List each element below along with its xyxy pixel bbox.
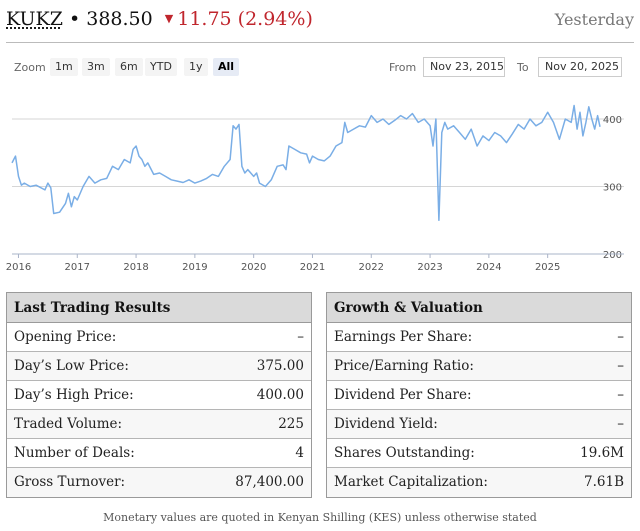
- from-label: From: [389, 61, 417, 74]
- row-value: 7.61B: [584, 474, 624, 490]
- row-value: 225: [278, 416, 304, 432]
- x-tick-label: 2025: [535, 262, 560, 273]
- zoom-3m-button[interactable]: 3m: [82, 58, 110, 76]
- table-row: Traded Volume: 225: [7, 410, 311, 439]
- row-label: Dividend Yield:: [334, 416, 438, 432]
- table-row: Dividend Yield: –: [327, 410, 631, 439]
- x-tick-label: 2016: [6, 262, 31, 273]
- row-value: –: [617, 387, 624, 403]
- row-value: –: [617, 416, 624, 432]
- row-label: Market Capitalization:: [334, 474, 488, 490]
- zoom-1m-button[interactable]: 1m: [50, 58, 78, 76]
- x-tick-label: 2024: [476, 262, 501, 273]
- table-row: Market Capitalization: 7.61B: [327, 468, 631, 497]
- to-label: To: [517, 61, 529, 74]
- table-row: Day’s Low Price: 375.00: [7, 352, 311, 381]
- row-label: Earnings Per Share:: [334, 329, 473, 345]
- table-title: Last Trading Results: [7, 293, 311, 323]
- separator: •: [68, 8, 81, 30]
- x-tick-label: 2022: [359, 262, 384, 273]
- table-row: Shares Outstanding: 19.6M: [327, 439, 631, 468]
- row-value: –: [617, 358, 624, 374]
- table-row: Earnings Per Share: –: [327, 323, 631, 352]
- row-label: Number of Deals:: [14, 445, 135, 461]
- zoom-1y-button[interactable]: 1y: [184, 58, 208, 76]
- header-divider: [6, 42, 634, 43]
- row-value: 19.6M: [580, 445, 624, 461]
- table-row: Price/Earning Ratio: –: [327, 352, 631, 381]
- table-row: Opening Price: –: [7, 323, 311, 352]
- zoom-label: Zoom: [14, 61, 46, 74]
- row-label: Opening Price:: [14, 329, 117, 345]
- x-tick-label: 2020: [241, 262, 266, 273]
- y-tick-label: 400: [603, 115, 622, 126]
- x-tick-label: 2023: [417, 262, 442, 273]
- row-value: 4: [295, 445, 304, 461]
- row-label: Gross Turnover:: [14, 474, 126, 490]
- x-tick-label: 2019: [182, 262, 207, 273]
- quote-header: KUKZ • 388.50 ▼ 11.75 (2.94%) Yesterday: [6, 6, 634, 36]
- row-value: –: [297, 329, 304, 345]
- row-label: Dividend Per Share:: [334, 387, 472, 403]
- row-label: Shares Outstanding:: [334, 445, 475, 461]
- price-chart[interactable]: 200 300 400 2016 2017 2018 2019 2020 2021 2022 202…: [0, 88, 640, 278]
- row-value: 400.00: [256, 387, 304, 403]
- x-tick-label: 2018: [123, 262, 148, 273]
- x-tick-label: 2021: [300, 262, 325, 273]
- table-row: Gross Turnover: 87,400.00: [7, 468, 311, 497]
- as-of-label: Yesterday: [554, 10, 634, 29]
- row-value: –: [617, 329, 624, 345]
- zoom-6m-button[interactable]: 6m: [115, 58, 143, 76]
- from-date-input[interactable]: Nov 23, 2015: [423, 57, 505, 77]
- table-row: Dividend Per Share: –: [327, 381, 631, 410]
- ticker-symbol[interactable]: KUKZ: [6, 8, 63, 30]
- zoom-all-button[interactable]: All: [213, 58, 240, 76]
- x-tick-label: 2017: [65, 262, 90, 273]
- currency-footnote: Monetary values are quoted in Kenyan Shi…: [103, 511, 537, 524]
- last-trading-results-table: Last Trading Results Opening Price: – Day’…: [6, 292, 312, 498]
- row-label: Price/Earning Ratio:: [334, 358, 474, 374]
- down-arrow-icon: ▼: [164, 12, 174, 25]
- row-value: 375.00: [256, 358, 304, 374]
- price-series-line: [11, 104, 601, 222]
- y-tick-label: 200: [603, 250, 622, 261]
- table-row: Day’s High Price: 400.00: [7, 381, 311, 410]
- last-price: 388.50: [86, 8, 153, 30]
- row-label: Traded Volume:: [14, 416, 123, 432]
- table-title: Growth & Valuation: [327, 293, 631, 323]
- price-change: 11.75 (2.94%): [177, 8, 313, 30]
- row-value: 87,400.00: [235, 474, 304, 490]
- row-label: Day’s High Price:: [14, 387, 134, 403]
- row-label: Day’s Low Price:: [14, 358, 129, 374]
- y-tick-label: 300: [603, 183, 622, 194]
- growth-valuation-table: Growth & Valuation Earnings Per Share: – P…: [326, 292, 632, 498]
- table-row: Number of Deals: 4: [7, 439, 311, 468]
- price-summary: KUKZ • 388.50 ▼ 11.75 (2.94%): [6, 8, 313, 30]
- zoom-ytd-button[interactable]: YTD: [145, 58, 177, 76]
- to-date-input[interactable]: Nov 20, 2025: [538, 57, 622, 77]
- chart-controls: Zoom 1m 3m 6m YTD 1y All From Nov 23, 20…: [14, 57, 624, 78]
